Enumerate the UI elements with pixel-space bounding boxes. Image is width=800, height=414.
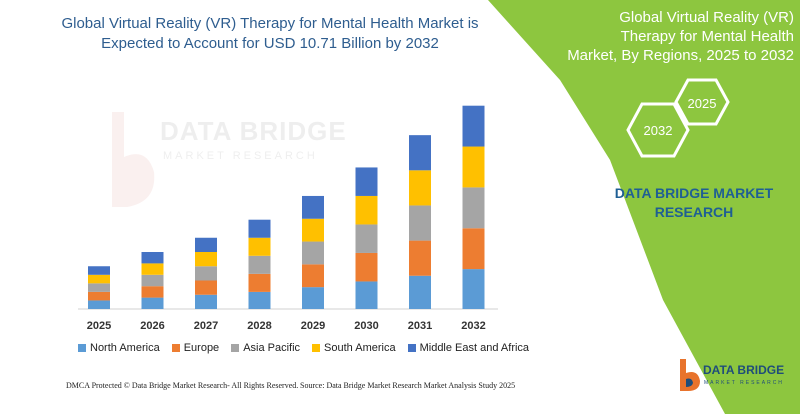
legend-item: North America bbox=[78, 342, 160, 354]
watermark-name: DATA BRIDGE bbox=[160, 116, 347, 146]
bar-2028-series-0 bbox=[248, 291, 271, 309]
legend-item: Middle East and Africa bbox=[407, 342, 530, 354]
legend-swatch bbox=[312, 344, 321, 352]
legend-label: Middle East and Africa bbox=[419, 342, 530, 354]
legend-swatch bbox=[407, 344, 416, 352]
bar-2029-series-1 bbox=[302, 264, 324, 288]
bar-2031-series-2 bbox=[409, 205, 431, 241]
bar-2030-series-0 bbox=[355, 281, 378, 309]
bar-2030-series-4 bbox=[355, 167, 378, 196]
panel-edge-highlight bbox=[552, 80, 725, 414]
green-panel-shape bbox=[488, 0, 800, 414]
side-title-line-1: Global Virtual Reality (VR) bbox=[619, 9, 794, 26]
x-tick-label: 2031 bbox=[408, 320, 432, 332]
chart-title-line-2: Expected to Account for USD 10.71 Billio… bbox=[101, 35, 439, 52]
bar-2025-series-0 bbox=[88, 300, 110, 309]
side-title-line-2: Therapy for Mental Health bbox=[620, 28, 794, 45]
x-tick-label: 2030 bbox=[354, 320, 378, 332]
logo-sub: MARKET RESEARCH bbox=[704, 380, 784, 386]
side-title-line-3: Market, By Regions, 2025 to 2032 bbox=[567, 47, 794, 64]
bar-2027-series-1 bbox=[195, 280, 217, 295]
bar-2030-series-1 bbox=[355, 252, 378, 282]
bar-2031-series-0 bbox=[409, 275, 431, 309]
tick-labels-layer: 2025 2026 2027 2028 2029 2030 2031 2032 bbox=[87, 320, 486, 332]
bar-2032-series-0 bbox=[462, 269, 485, 309]
hex-end-shape bbox=[626, 102, 690, 158]
side-brand-line-2: RESEARCH bbox=[654, 204, 734, 220]
bar-2031-series-3 bbox=[409, 170, 431, 206]
legend-label: Asia Pacific bbox=[243, 342, 301, 354]
logo-icon bbox=[680, 359, 700, 391]
bar-2026-series-1 bbox=[141, 286, 164, 298]
bar-2032-series-2 bbox=[462, 187, 485, 229]
bar-2025-series-4 bbox=[88, 266, 110, 275]
x-tick-label: 2029 bbox=[301, 320, 325, 332]
bar-2027-series-0 bbox=[195, 294, 217, 309]
x-tick-label: 2027 bbox=[194, 320, 218, 332]
bar-2026-series-0 bbox=[141, 297, 164, 309]
bar-2028-series-4 bbox=[248, 219, 271, 238]
bar-2029-series-3 bbox=[302, 218, 324, 242]
bar-2027-series-2 bbox=[195, 266, 217, 281]
bar-2025-series-1 bbox=[88, 291, 110, 301]
hex-start-shape bbox=[674, 78, 730, 126]
chart-legend: North America Europe Asia Pacific South Ame… bbox=[78, 342, 529, 354]
legend-swatch bbox=[231, 344, 240, 352]
bar-2026-series-2 bbox=[141, 274, 164, 287]
x-tick-label: 2025 bbox=[87, 320, 111, 332]
bar-2026-series-4 bbox=[141, 252, 164, 264]
legend-item: South America bbox=[312, 342, 396, 354]
footer-source: Source: Data Bridge Market Research Mark… bbox=[300, 381, 516, 390]
bar-2030-series-3 bbox=[355, 195, 378, 225]
x-tick-label: 2026 bbox=[140, 320, 164, 332]
watermark-logo bbox=[112, 112, 155, 207]
side-brand-text: DATA BRIDGE MARKET RESEARCH bbox=[606, 184, 782, 222]
legend-item: Asia Pacific bbox=[231, 342, 300, 354]
legend-label: North America bbox=[90, 342, 160, 354]
bar-2026-series-3 bbox=[141, 263, 164, 275]
bar-2032-series-4 bbox=[462, 105, 485, 147]
chart-title-line-1: Global Virtual Reality (VR) Therapy for … bbox=[61, 15, 479, 32]
legend-label: South America bbox=[324, 342, 396, 354]
bar-2031-series-4 bbox=[409, 135, 431, 171]
bar-2025-series-3 bbox=[88, 274, 110, 284]
hex-end-label: 2032 bbox=[644, 123, 673, 138]
bar-2027-series-3 bbox=[195, 252, 217, 267]
legend-swatch bbox=[78, 344, 86, 352]
footer-copyright: DMCA Protected © Data Bridge Market Rese… bbox=[66, 381, 299, 390]
logo-name: DATA BRIDGE bbox=[703, 363, 785, 377]
bar-2025-series-2 bbox=[88, 283, 110, 292]
bar-2029-series-4 bbox=[302, 195, 324, 219]
watermark-sub: MARKET RESEARCH bbox=[163, 150, 318, 162]
bar-2028-series-3 bbox=[248, 237, 271, 256]
side-brand-line-1: DATA BRIDGE MARKET bbox=[614, 185, 774, 201]
side-panel-title: Global Virtual Reality (VR) Therapy for … bbox=[540, 8, 794, 65]
bar-2028-series-2 bbox=[248, 255, 271, 274]
bar-2029-series-2 bbox=[302, 241, 324, 265]
legend-swatch bbox=[171, 344, 180, 352]
x-tick-label: 2028 bbox=[247, 320, 271, 332]
bar-2032-series-3 bbox=[462, 146, 485, 188]
x-tick-label: 2032 bbox=[461, 320, 485, 332]
bar-2029-series-0 bbox=[302, 287, 324, 309]
legend-label: Europe bbox=[183, 342, 220, 354]
legend-item: Europe bbox=[171, 342, 220, 354]
bars-layer bbox=[88, 105, 485, 309]
chart-title: Global Virtual Reality (VR) Therapy for … bbox=[60, 14, 480, 54]
bar-2031-series-1 bbox=[409, 240, 431, 276]
hex-start-label: 2025 bbox=[688, 96, 717, 111]
bar-2032-series-1 bbox=[462, 228, 485, 270]
bar-2028-series-1 bbox=[248, 273, 271, 292]
bar-2027-series-4 bbox=[195, 237, 217, 252]
bar-2030-series-2 bbox=[355, 224, 378, 253]
